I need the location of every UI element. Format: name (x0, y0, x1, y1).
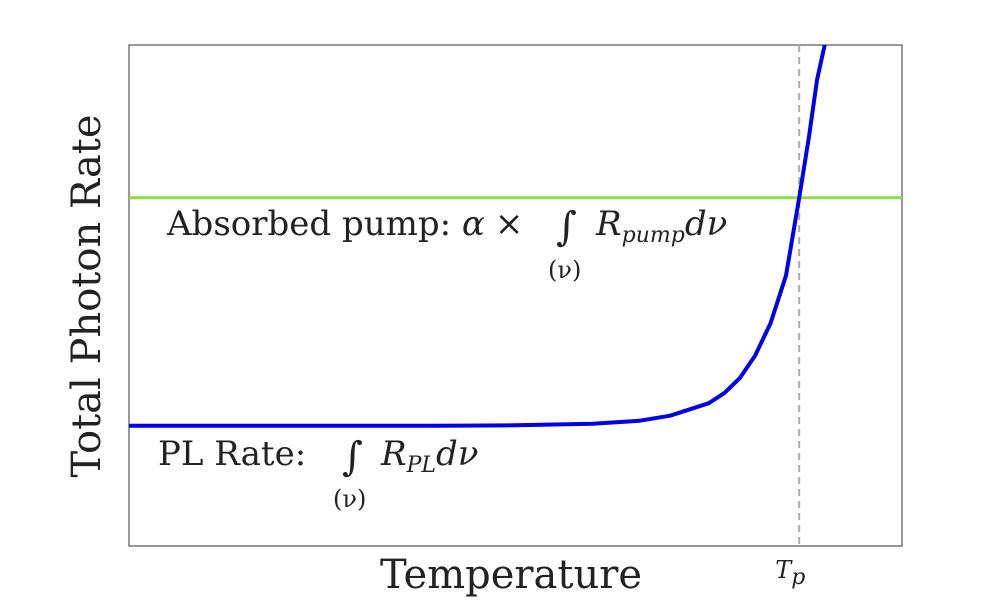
pump-integral-lower: (ν) (548, 256, 581, 284)
pump-R-sub: pump (622, 223, 685, 248)
pl-integral-lower: (ν) (333, 485, 366, 513)
pl-R-sub: PL (406, 453, 436, 478)
pump-alpha: α (462, 204, 485, 244)
y-axis-label: Total Photon Rate (64, 114, 110, 477)
plot-frame (128, 44, 903, 547)
pump-integral-sign: ∫ (556, 204, 577, 250)
pl-rate-curve (129, 44, 827, 428)
pump-R: R (595, 204, 622, 244)
pump-dnu: dν (685, 204, 727, 244)
pl-R: R (380, 434, 407, 474)
pl-prefix: PL Rate: (158, 434, 306, 474)
annotation-pl-rate: PL Rate: ∫ (ν) RPLdν (158, 434, 478, 513)
pl-integral-sign: ∫ (342, 434, 363, 480)
pump-times: × (495, 204, 524, 244)
svg-text:RPLdν: RPLdν (380, 434, 478, 478)
pl-dnu: dν (436, 434, 478, 474)
pump-prefix: Absorbed pump: (166, 204, 462, 244)
x-axis-label: Temperature (380, 552, 642, 598)
tick-sub: p (791, 565, 805, 590)
svg-text:Rpumpdν: Rpumpdν (595, 204, 727, 248)
svg-text:Absorbed pump: α×: Absorbed pump: α × (166, 204, 523, 244)
x-tick-label-tp: Tp (775, 556, 805, 590)
annotation-absorbed-pump: Absorbed pump: α × ∫ (ν) Rpumpdν (166, 204, 727, 284)
tick-T: T (775, 556, 793, 584)
